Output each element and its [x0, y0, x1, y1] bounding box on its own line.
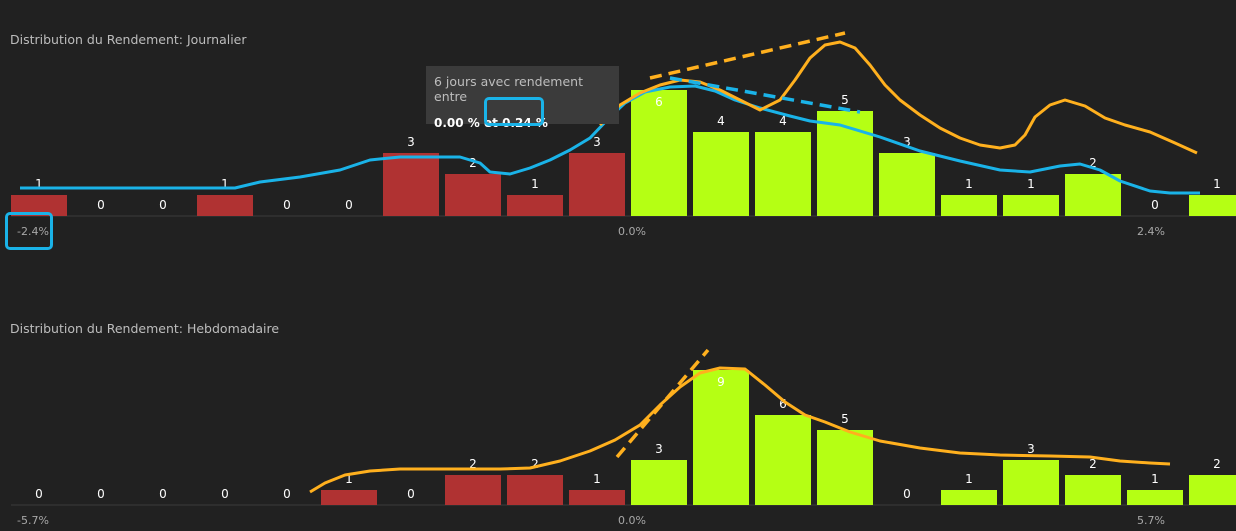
bar-label-weekly-15: 1: [965, 472, 973, 486]
bar-daily-13[interactable]: [817, 111, 873, 216]
bar-weekly-13[interactable]: [817, 430, 873, 505]
highlight-box-tooltip-value: [484, 97, 544, 126]
bar-label-daily-17: 2: [1089, 156, 1097, 170]
bar-label-daily-4: 0: [283, 198, 291, 212]
trend-line-daily-1: [669, 76, 861, 114]
bar-label-weekly-6: 0: [407, 487, 415, 501]
bar-label-daily-3: 1: [221, 177, 229, 191]
bar-label-weekly-14: 0: [903, 487, 911, 501]
bar-label-weekly-0: 0: [35, 487, 43, 501]
bar-label-weekly-9: 1: [593, 472, 601, 486]
bar-daily-10[interactable]: [631, 90, 687, 216]
bar-label-weekly-5: 1: [345, 472, 353, 486]
bar-label-daily-5: 0: [345, 198, 353, 212]
bar-label-weekly-10: 3: [655, 442, 663, 456]
bar-daily-8[interactable]: [507, 195, 563, 216]
bar-label-daily-1: 0: [97, 198, 105, 212]
x-tick-daily-1: 0.0%: [618, 225, 646, 238]
bar-label-weekly-1: 0: [97, 487, 105, 501]
bar-label-weekly-7: 2: [469, 457, 477, 471]
bar-weekly-18[interactable]: [1127, 490, 1183, 505]
bar-label-weekly-4: 0: [283, 487, 291, 501]
bar-weekly-12[interactable]: [755, 415, 811, 505]
bar-label-daily-7: 2: [469, 156, 477, 170]
bar-label-daily-19: 1: [1213, 177, 1221, 191]
x-tick-weekly-2: 5.7%: [1137, 514, 1165, 527]
highlight-box-min-tick: [5, 212, 53, 250]
bar-label-daily-14: 3: [903, 135, 911, 149]
x-tick-daily-0: -2.4%: [17, 225, 49, 238]
bar-label-daily-15: 1: [965, 177, 973, 191]
x-tick-weekly-1: 0.0%: [618, 514, 646, 527]
bar-label-daily-10: 6: [655, 95, 663, 109]
trend-line-weekly-0: [615, 348, 710, 459]
orange-curve-daily: [598, 40, 1198, 155]
bar-daily-0[interactable]: [11, 195, 67, 216]
bar-label-daily-18: 0: [1151, 198, 1159, 212]
chart-weekly: 0 0 0 0 0 1 0 2 2 1 3 9 6 5 0 1 3 2 1 2 -5.7% 0.0% 5.7%: [11, 348, 1236, 527]
x-tick-daily-2: 2.4%: [1137, 225, 1165, 238]
bar-weekly-16[interactable]: [1003, 460, 1059, 505]
bar-label-daily-2: 0: [159, 198, 167, 212]
bar-daily-9[interactable]: [569, 153, 625, 216]
bar-label-daily-9: 3: [593, 135, 601, 149]
trend-line-daily-0: [649, 31, 846, 80]
bar-daily-7[interactable]: [445, 174, 501, 216]
chart-title-weekly: Distribution du Rendement: Hebdomadaire: [10, 321, 279, 336]
bar-weekly-15[interactable]: [941, 490, 997, 505]
bar-label-daily-0: 1: [35, 177, 43, 191]
bar-daily-3[interactable]: [197, 195, 253, 216]
bar-label-weekly-13: 5: [841, 412, 849, 426]
bar-label-daily-8: 1: [531, 177, 539, 191]
bar-daily-15[interactable]: [941, 195, 997, 216]
bar-label-weekly-17: 2: [1089, 457, 1097, 471]
bar-label-daily-6: 3: [407, 135, 415, 149]
bar-weekly-8[interactable]: [507, 475, 563, 505]
bar-label-weekly-19: 2: [1213, 457, 1221, 471]
bar-daily-19[interactable]: [1189, 195, 1236, 216]
bar-daily-12[interactable]: [755, 132, 811, 216]
bar-label-daily-13: 5: [841, 93, 849, 107]
bar-label-daily-11: 4: [717, 114, 725, 128]
orange-curve-weekly: [309, 366, 1171, 494]
bar-label-weekly-2: 0: [159, 487, 167, 501]
bar-weekly-11[interactable]: [693, 370, 749, 505]
bar-label-weekly-8: 2: [531, 457, 539, 471]
bar-weekly-9[interactable]: [569, 490, 625, 505]
bar-weekly-17[interactable]: [1065, 475, 1121, 505]
bar-weekly-19[interactable]: [1189, 475, 1236, 505]
tooltip-line1: 6 jours avec rendement entre: [434, 74, 583, 104]
bar-weekly-5[interactable]: [321, 490, 377, 505]
bar-label-weekly-3: 0: [221, 487, 229, 501]
bar-label-daily-12: 4: [779, 114, 787, 128]
bar-weekly-10[interactable]: [631, 460, 687, 505]
tooltip-range-start: 0.00 % et: [434, 116, 498, 130]
bar-daily-14[interactable]: [879, 153, 935, 216]
x-tick-weekly-0: -5.7%: [17, 514, 49, 527]
bar-daily-11[interactable]: [693, 132, 749, 216]
bar-label-weekly-16: 3: [1027, 442, 1035, 456]
bar-label-weekly-12: 6: [779, 397, 787, 411]
blue-curve-daily: [20, 84, 1200, 195]
bar-weekly-7[interactable]: [445, 475, 501, 505]
bar-label-weekly-11: 9: [717, 375, 725, 389]
bar-daily-6[interactable]: [383, 153, 439, 216]
bar-daily-17[interactable]: [1065, 174, 1121, 216]
chart-daily: 1 0 0 1 0 0 3 2 1 3 6 4 4 5 3 1 1 2 0 1 -2.4% 0.0% 2.4%: [11, 31, 1236, 238]
bar-label-daily-16: 1: [1027, 177, 1035, 191]
chart-title-daily: Distribution du Rendement: Journalier: [10, 32, 247, 47]
bar-tooltip: 6 jours avec rendement entre 0.00 % et 0…: [426, 66, 619, 130]
bar-label-weekly-18: 1: [1151, 472, 1159, 486]
bar-daily-16[interactable]: [1003, 195, 1059, 216]
